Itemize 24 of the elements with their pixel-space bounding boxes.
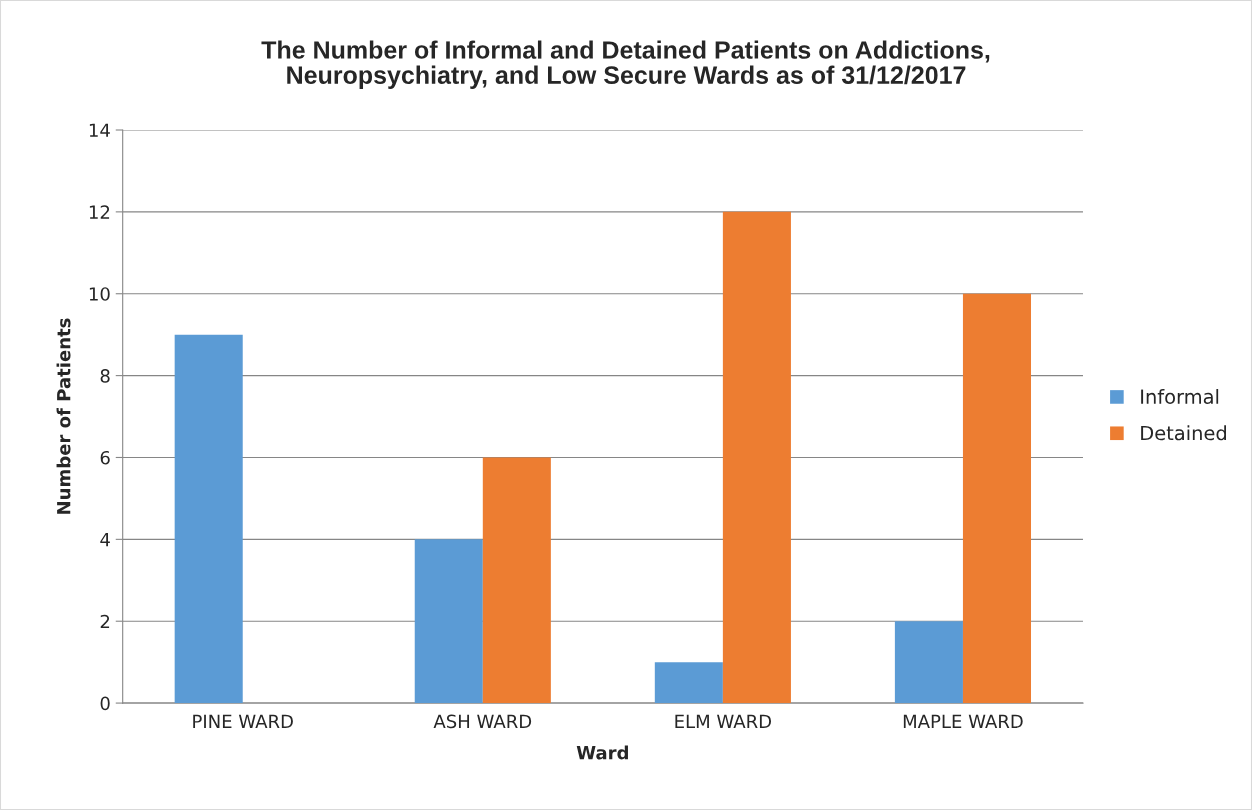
x-tick-label: ELM WARD — [675, 714, 772, 728]
legend-label: Detained — [1141, 425, 1226, 441]
bar — [894, 621, 963, 704]
y-tick-label: 8 — [100, 369, 110, 383]
x-tick-label: MAPLE WARD — [903, 714, 1023, 728]
y-tick-label: 6 — [100, 450, 110, 465]
y-tick-label: 14 — [89, 123, 110, 137]
bar — [722, 211, 791, 704]
y-tick-label: 0 — [100, 696, 110, 711]
x-tick-label: ASH WARD — [433, 714, 532, 729]
x-axis-title: Ward — [576, 745, 628, 760]
y-tick-label: 2 — [100, 614, 110, 629]
bar — [962, 293, 1031, 704]
bar — [482, 457, 551, 704]
x-tick-label: PINE WARD — [193, 714, 293, 728]
bar — [174, 334, 243, 704]
y-tick-label: 10 — [89, 287, 110, 301]
legend-label: Informal — [1141, 388, 1219, 405]
bar — [654, 662, 723, 704]
bar — [414, 539, 483, 704]
y-tick-label: 4 — [100, 533, 110, 547]
y-tick-label: 12 — [89, 205, 110, 219]
chart-title: The Number of Informal and Detained Patients on Addictions, Neuropsychiatry, and Low Secure Wards as of 31/12/2017 — [261, 40, 990, 89]
y-axis-title: Number of Patients — [56, 318, 71, 514]
